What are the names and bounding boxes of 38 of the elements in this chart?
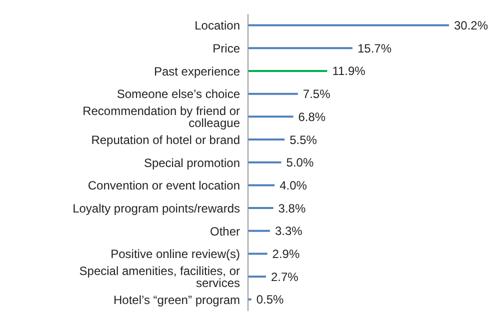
y-tick-label: Loyalty program points/rewards [72, 201, 240, 216]
data-label: 3.8% [278, 201, 306, 216]
bar [248, 47, 352, 50]
y-tick-label: Positive online review(s) [110, 247, 240, 262]
y-tick-label: Convention or event location [88, 178, 240, 193]
data-label: 3.3% [274, 224, 303, 238]
data-label: 5.0% [286, 156, 314, 170]
data-label: 0.5% [256, 292, 284, 307]
y-tick-label: Recommendation by friend or colleague [82, 104, 240, 130]
data-label: 5.5% [290, 132, 318, 147]
data-label: 7.5% [302, 87, 331, 102]
y-tick-label: Location [194, 18, 240, 33]
bar [248, 70, 328, 72]
bar [248, 252, 268, 255]
data-label: 2.7% [270, 270, 299, 284]
y-tick-label: Price [212, 42, 240, 56]
data-label: 2.9% [272, 247, 300, 261]
y-tick-label: Other [210, 224, 240, 238]
data-label: 11.9% [332, 64, 366, 78]
bar [248, 161, 282, 164]
data-label: 6.8% [298, 110, 326, 124]
y-tick-label: Someone else’s choice [116, 87, 240, 102]
bar [248, 116, 294, 118]
y-tick-label: Past experience [154, 64, 240, 78]
bar [248, 138, 285, 141]
y-tick-label: Special promotion [144, 156, 240, 170]
bar [248, 184, 275, 186]
y-tick-label: Special amenities, facilities, or services [79, 264, 240, 290]
bar [248, 207, 274, 210]
data-label: 30.2% [454, 18, 488, 33]
bar [248, 92, 298, 95]
bar [248, 276, 266, 278]
y-tick-label: Reputation of hotel or brand [91, 132, 240, 147]
data-label: 4.0% [280, 178, 308, 192]
data-label: 15.7% [357, 41, 392, 56]
y-tick-label: Hotel’s “green” program [114, 292, 240, 307]
bar [248, 230, 270, 232]
bar [248, 24, 449, 26]
